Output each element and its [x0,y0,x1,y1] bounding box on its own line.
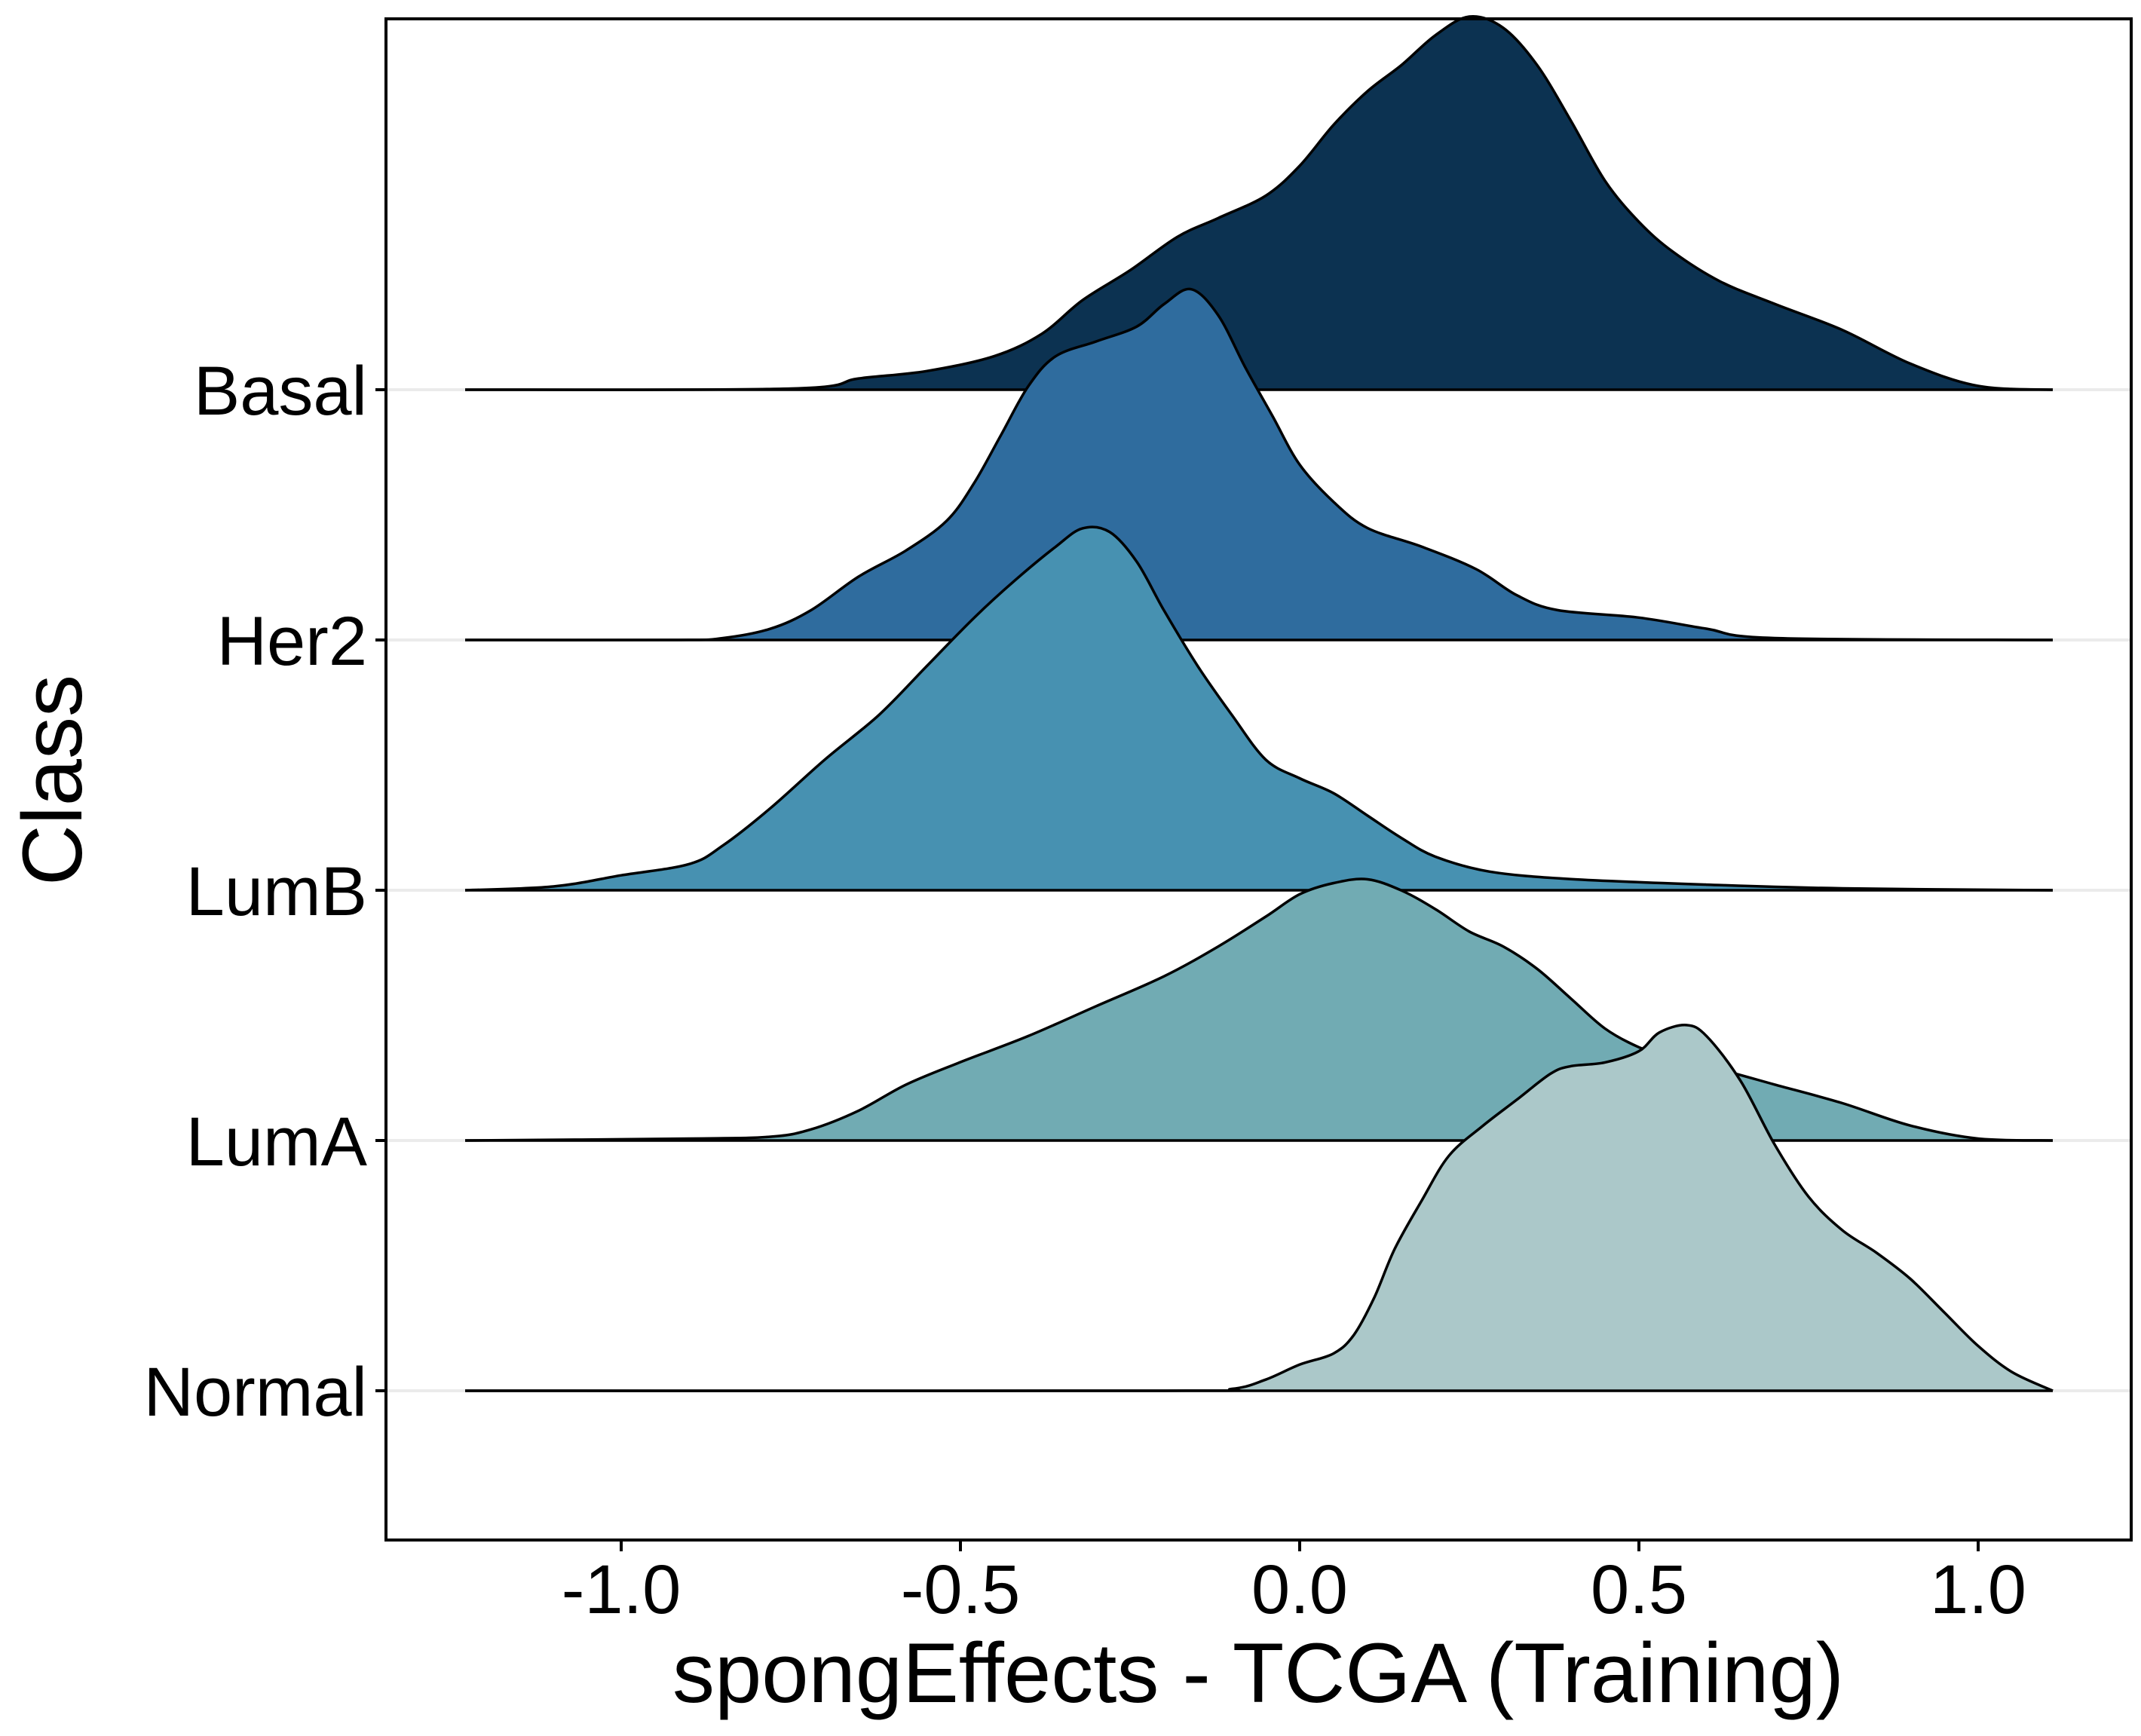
y-tick-label-normal: Normal [144,1354,367,1431]
y-tick-label-luma: LumA [186,1104,368,1180]
x-tick-label: 0.5 [1591,1551,1687,1628]
ridge-outline-normal [464,1024,2054,1392]
y-axis: Basal Her2 LumB LumA Normal [144,353,386,1431]
ridge-fill-basal [465,16,2053,390]
panel-border [384,17,2133,1542]
y-tick-label-lumb: LumB [186,853,367,930]
ridge-outline-basal [464,14,2054,391]
y-axis-title: Class [5,675,100,886]
ridge-fill-lumb [465,527,2053,890]
x-axis: -1.0 -0.5 0.0 0.5 1.0 [562,1540,2026,1628]
x-tick-label: 0.0 [1251,1551,1348,1628]
ridge-fill-her2 [465,289,2053,641]
x-tick-label: -0.5 [901,1551,1021,1628]
ridge-outline-her2 [464,287,2054,641]
x-axis-title: spongEffects - TCGA (Training) [672,1626,1844,1720]
ridge-outline-luma [464,877,2054,1142]
x-tick-label: 1.0 [1930,1551,2026,1628]
ridge-fill-normal [465,1024,2053,1392]
ridge-layer [464,14,2054,1392]
ridge-outline-lumb [464,525,2054,892]
y-tick-label-her2: Her2 [217,603,367,680]
x-tick-label: -1.0 [562,1551,682,1628]
y-tick-label-basal: Basal [194,353,367,430]
